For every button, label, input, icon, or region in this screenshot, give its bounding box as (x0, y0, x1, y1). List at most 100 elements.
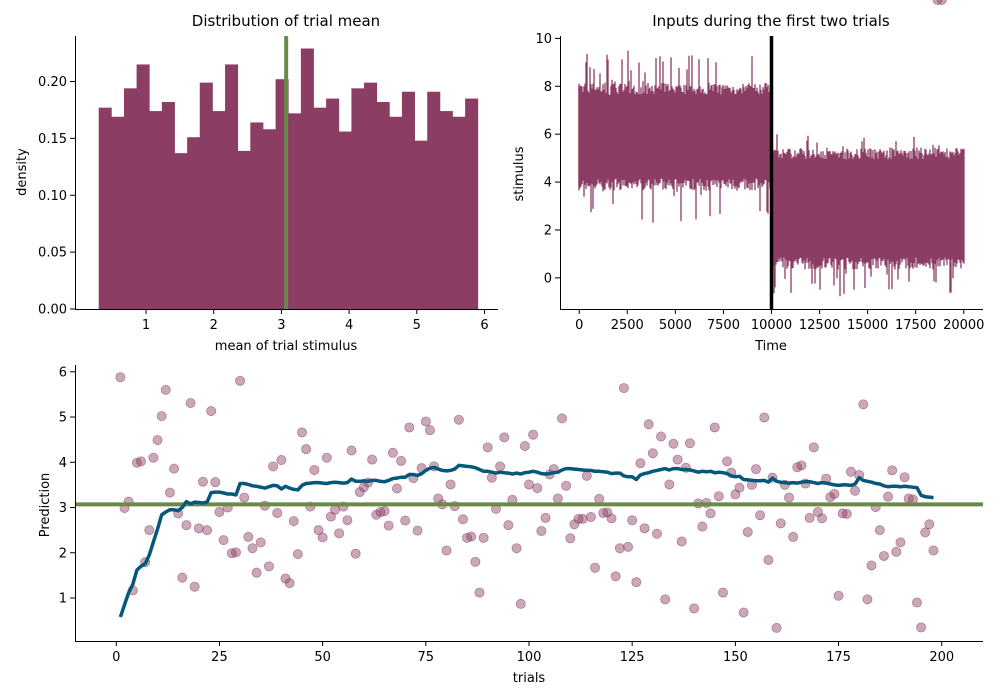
histogram-bar (187, 137, 201, 309)
prediction-point (841, 508, 852, 519)
prediction-point (346, 445, 357, 456)
histogram-bar (300, 48, 314, 309)
prediction-x-tick-label: 150 (723, 650, 748, 665)
prediction-point (784, 492, 795, 503)
stimulus-x-tick-label: 0 (575, 318, 583, 333)
histogram-bar (326, 98, 340, 309)
prediction-point (148, 452, 159, 463)
histogram-bar (98, 107, 112, 309)
histogram-x-tick-label: 4 (345, 318, 353, 333)
histogram-bar (351, 88, 365, 309)
prediction-point (379, 506, 390, 517)
prediction-point (189, 581, 200, 592)
prediction-y-ticks: 1 2 3 4 5 6 (59, 365, 75, 607)
histogram-bar (161, 101, 175, 309)
histogram-bar (414, 140, 428, 309)
histogram-bar (225, 64, 239, 309)
prediction-point (412, 525, 423, 536)
prediction-point (722, 456, 733, 467)
prediction-point (920, 527, 931, 538)
stimulus-x-tick-label: 10000 (751, 318, 792, 333)
prediction-point (866, 560, 877, 571)
prediction-point (152, 435, 163, 446)
prediction-x-tick-label: 25 (211, 650, 228, 665)
prediction-point (317, 532, 328, 543)
prediction-point (181, 520, 192, 531)
prediction-point (268, 461, 279, 472)
stimulus-trace (578, 50, 965, 297)
prediction-point (878, 550, 889, 561)
prediction-point (404, 422, 415, 433)
prediction-point (296, 427, 307, 438)
prediction-point (639, 523, 650, 534)
prediction-point (206, 406, 217, 417)
histogram-y-label: density (15, 148, 30, 196)
prediction-point (751, 464, 762, 475)
stimulus-title: Inputs during the first two trials (652, 12, 890, 30)
prediction-point (557, 413, 568, 424)
prediction-x-tick-label: 100 (517, 650, 542, 665)
prediction-point (623, 541, 634, 552)
prediction-point (763, 555, 774, 566)
histogram-y-tick-label: 0.10 (38, 189, 67, 204)
prediction-point (218, 535, 229, 546)
histogram-y-tick-label: 0.15 (38, 132, 67, 147)
prediction-point (672, 454, 683, 465)
prediction-y-tick-label: 5 (59, 411, 67, 426)
prediction-point (243, 531, 254, 542)
prediction-point (734, 482, 745, 493)
prediction-point (251, 567, 262, 578)
prediction-point (697, 521, 708, 532)
prediction-point (561, 480, 572, 491)
prediction-point (528, 429, 539, 440)
histogram-bar (389, 116, 403, 309)
prediction-point (272, 507, 283, 518)
histogram-bar (262, 129, 276, 309)
prediction-point (598, 507, 609, 518)
histogram-x-tick-label: 5 (413, 318, 421, 333)
histogram-bar (338, 131, 352, 309)
prediction-point (445, 479, 456, 490)
prediction-point (453, 414, 464, 425)
histogram-bar (237, 150, 251, 309)
prediction-point (618, 383, 629, 394)
prediction-point (400, 515, 411, 526)
prediction-point (482, 442, 493, 453)
prediction-point (276, 455, 287, 466)
stimulus-x-tick-label: 5000 (659, 318, 692, 333)
histogram-bar (123, 88, 137, 309)
prediction-point (668, 438, 679, 449)
prediction-point (301, 444, 312, 455)
prediction-point (788, 531, 799, 542)
prediction-point (519, 440, 530, 451)
prediction-point (478, 532, 489, 543)
histogram-bar (452, 116, 466, 309)
prediction-point (804, 512, 815, 523)
prediction-x-tick-label: 0 (112, 650, 120, 665)
prediction-point (676, 536, 687, 547)
histogram-bar (288, 113, 302, 309)
prediction-point (647, 448, 658, 459)
prediction-point (817, 513, 828, 524)
histogram-y-tick-label: 0.05 (38, 246, 67, 261)
histogram-bar (401, 91, 415, 309)
prediction-point (796, 460, 807, 471)
stimulus-y-tick-label: 10 (535, 32, 552, 47)
prediction-point (247, 543, 258, 554)
prediction-point (590, 562, 601, 573)
stimulus-y-label: stimulus (512, 146, 527, 201)
prediction-point (689, 603, 700, 614)
prediction-point (524, 479, 535, 490)
prediction-point (263, 561, 274, 572)
histogram-bars (98, 48, 479, 309)
prediction-point (367, 454, 378, 465)
prediction-y-label: Prediction (38, 473, 53, 538)
prediction-point (891, 546, 902, 557)
prediction-point (565, 533, 576, 544)
histogram-bar (199, 82, 213, 309)
prediction-x-tick-label: 200 (929, 650, 954, 665)
prediction-point (610, 571, 621, 582)
prediction-point (660, 594, 671, 605)
